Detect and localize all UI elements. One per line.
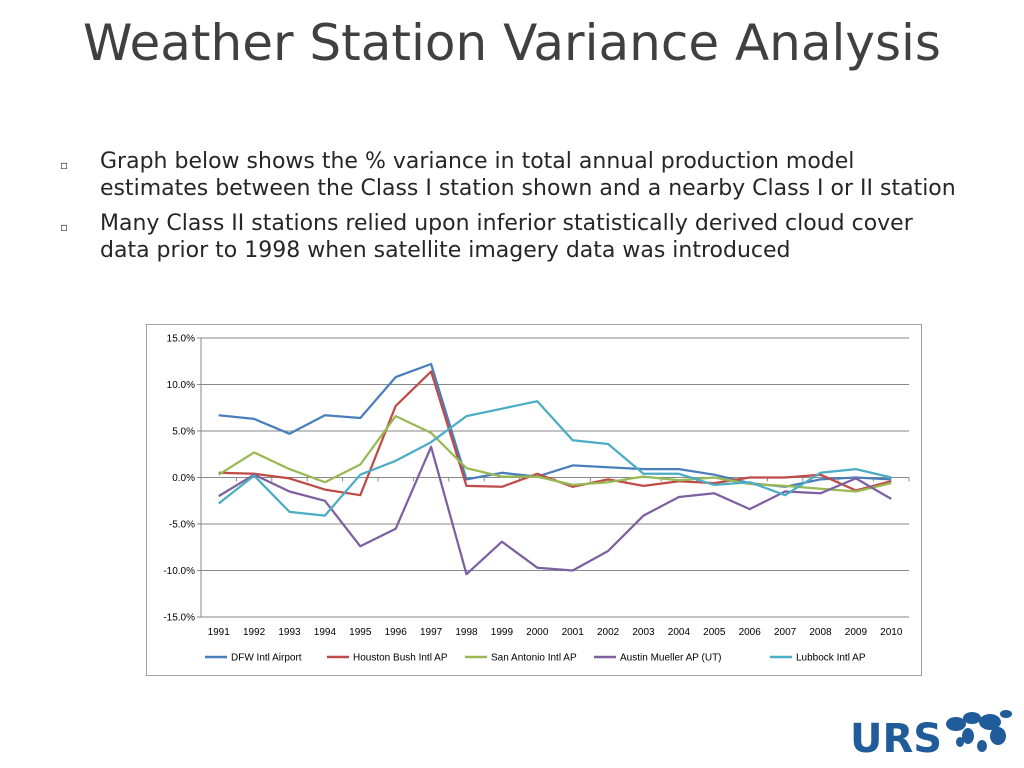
bullet-text: Many Class II stations relied upon infer… — [100, 211, 913, 263]
bullet-list: ▫ Graph below shows the % variance in to… — [60, 148, 960, 272]
globe-landmass — [963, 712, 981, 724]
slide-title: Weather Station Variance Analysis — [83, 14, 941, 72]
x-tick-label: 2010 — [880, 627, 903, 638]
x-tick-label: 1993 — [278, 627, 301, 638]
globe-landmass — [979, 714, 1001, 730]
y-tick-label: -5.0% — [169, 520, 195, 531]
logo-graphic: URS — [850, 710, 1012, 762]
bullet-item: ▫ Graph below shows the % variance in to… — [60, 148, 960, 202]
bullet-marker-icon: ▫ — [60, 158, 69, 172]
globe-landmass — [977, 740, 987, 752]
globe-landmass — [962, 728, 974, 744]
logo-text: URS — [850, 716, 942, 762]
line-chart: 15.0% 10.0% 5.0% 0.0% -5.0% -10.0% -15.0% 1991 1… — [163, 334, 910, 664]
chart-frame: 15.0% 10.0% 5.0% 0.0% -5.0% -10.0% -15.0% 1991 1… — [146, 324, 922, 676]
x-tick-label: 1994 — [314, 627, 337, 638]
company-logo: URS — [848, 706, 1018, 762]
x-tick-label: 1995 — [349, 627, 372, 638]
y-tick-label: 5.0% — [172, 427, 195, 438]
x-tick-label: 1992 — [243, 627, 266, 638]
x-tick-label: 1991 — [208, 627, 231, 638]
y-tick-label: 0.0% — [172, 473, 195, 484]
y-tick-label: 15.0% — [167, 334, 195, 345]
x-tick-label: 2007 — [774, 627, 797, 638]
globe-landmass — [990, 727, 1006, 745]
x-tick-label: 2000 — [526, 627, 549, 638]
x-tick-label: 2004 — [668, 627, 691, 638]
series-line — [218, 414, 892, 493]
x-tick-label: 2008 — [809, 627, 832, 638]
x-tick-label: 2002 — [597, 627, 620, 638]
y-tick-label: 10.0% — [167, 380, 195, 391]
legend-label: DFW Intl Airport — [231, 653, 302, 664]
x-tick-label: 2006 — [739, 627, 762, 638]
bullet-item: ▫ Many Class II stations relied upon inf… — [60, 210, 960, 264]
y-tick-label: -15.0% — [163, 613, 195, 624]
globe-landmass — [1000, 710, 1012, 718]
x-tick-label: 2001 — [562, 627, 585, 638]
globe-icon — [946, 710, 1012, 752]
bullet-marker-icon: ▫ — [60, 220, 69, 234]
x-tick-label: 2005 — [703, 627, 726, 638]
globe-landmass — [946, 717, 966, 731]
globe-landmass — [956, 737, 964, 747]
series-line — [218, 362, 892, 488]
legend-label: Austin Mueller AP (UT) — [620, 653, 722, 664]
legend-label: San Antonio Intl AP — [491, 653, 577, 664]
x-tick-label: 1998 — [455, 627, 478, 638]
series-line — [218, 370, 892, 497]
x-tick-label: 2009 — [845, 627, 868, 638]
y-tick-label: -10.0% — [163, 566, 195, 577]
x-tick-label: 1999 — [491, 627, 514, 638]
x-tick-label: 1997 — [420, 627, 443, 638]
series-line — [218, 400, 892, 517]
legend-label: Houston Bush Intl AP — [353, 653, 448, 664]
bullet-text: Graph below shows the % variance in tota… — [100, 149, 956, 201]
series-line — [218, 445, 892, 576]
x-tick-label: 2003 — [632, 627, 655, 638]
legend-label: Lubbock Intl AP — [796, 653, 866, 664]
x-tick-label: 1996 — [385, 627, 408, 638]
